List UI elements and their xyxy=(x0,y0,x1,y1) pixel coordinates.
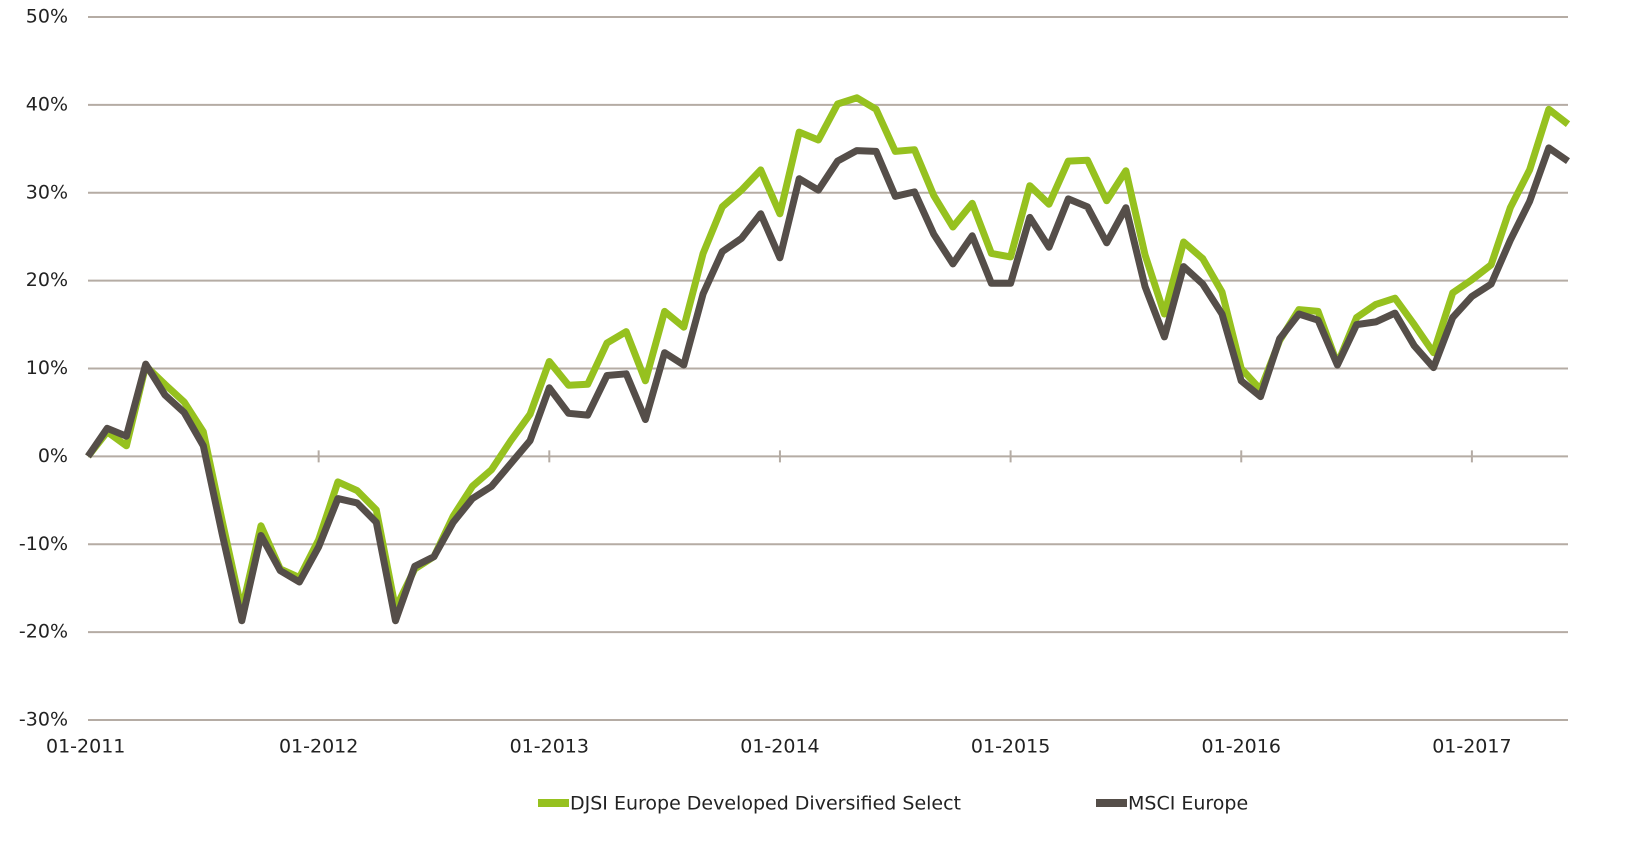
legend-label: MSCI Europe xyxy=(1128,793,1248,815)
y-tick-label: 0% xyxy=(38,445,68,467)
y-tick-label: -10% xyxy=(19,533,68,555)
y-tick-label: -20% xyxy=(19,621,68,643)
y-tick-label: 50% xyxy=(26,6,68,28)
x-tick-label: 01-2017 xyxy=(1432,736,1511,758)
x-tick-label: 01-2016 xyxy=(1202,736,1281,758)
x-tick-label: 01-2011 xyxy=(46,736,125,758)
y-tick-label: 30% xyxy=(26,181,68,203)
x-tick-label: 01-2012 xyxy=(279,736,358,758)
x-tick-label: 01-2015 xyxy=(971,736,1050,758)
y-tick-label: 40% xyxy=(26,93,68,115)
y-tick-label: 10% xyxy=(26,357,68,379)
legend-label: DJSI Europe Developed Diversified Select xyxy=(570,793,961,815)
legend-swatch xyxy=(538,799,569,807)
x-tick-label: 01-2014 xyxy=(740,736,819,758)
legend-swatch xyxy=(1096,799,1127,807)
series-line xyxy=(85,144,1570,625)
x-tick-label: 01-2013 xyxy=(510,736,589,758)
y-tick-label: -30% xyxy=(19,709,68,731)
y-tick-label: 20% xyxy=(26,269,68,291)
